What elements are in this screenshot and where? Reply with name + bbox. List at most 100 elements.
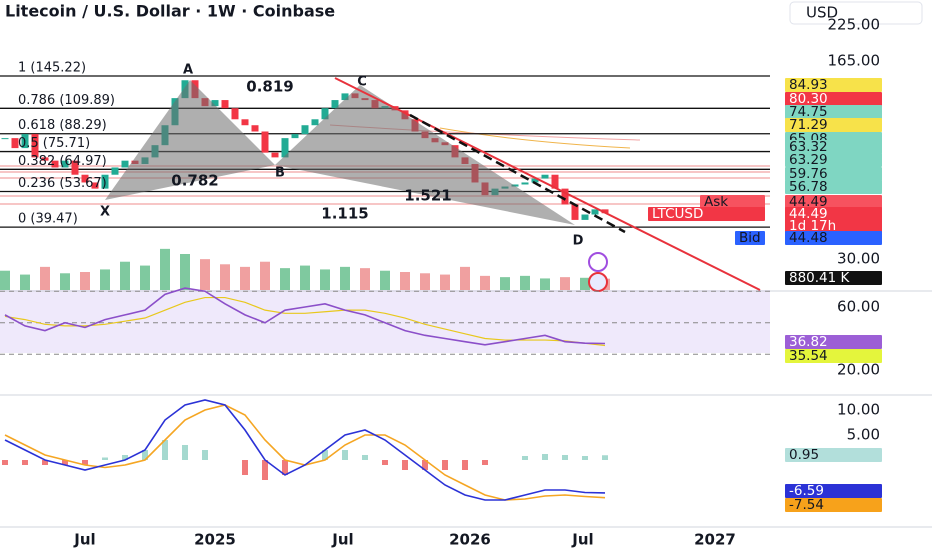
fib-label: 0.236 (53.67) — [18, 176, 107, 191]
price-axis-label: 30.00 — [837, 249, 880, 267]
macd-histogram-bar — [562, 455, 568, 460]
trend-line — [334, 77, 761, 291]
candle — [231, 108, 239, 120]
fib-label: 0.5 (75.71) — [18, 136, 90, 151]
price-tag-label: 56.78 — [789, 179, 828, 195]
fib-label: 0.618 (88.29) — [18, 118, 107, 133]
fib-label: 0 (39.47) — [18, 212, 78, 227]
candle — [31, 134, 39, 158]
macd-histogram-bar — [102, 457, 108, 460]
macd-histogram-bar — [62, 460, 68, 465]
volume-bar — [500, 277, 510, 290]
event-icon[interactable] — [588, 252, 608, 272]
price-tag-label: Bid — [739, 230, 761, 246]
currency[interactable]: USD — [806, 4, 838, 22]
price-tag — [648, 207, 765, 221]
macd-histogram-bar — [422, 460, 428, 470]
candle — [81, 174, 89, 183]
rsi-axis-label: 20.00 — [837, 361, 880, 379]
volume-bar — [120, 261, 130, 290]
fib-label: 0.382 (64.97) — [18, 154, 107, 169]
volume-bar — [560, 277, 570, 290]
macd-histogram-bar — [542, 454, 548, 460]
candle — [311, 119, 319, 126]
symbol-title: Litecoin / U.S. Dollar · 1W · Coinbase — [5, 2, 335, 21]
volume-bar — [300, 265, 310, 290]
pattern-ratio: 0.782 — [171, 172, 218, 190]
candle — [281, 138, 289, 158]
candle — [601, 209, 609, 214]
currency-button[interactable] — [789, 1, 923, 25]
candle — [551, 174, 559, 189]
volume-bar — [360, 268, 370, 290]
candle — [121, 160, 129, 168]
price-tag — [785, 78, 882, 92]
price-tag — [785, 271, 882, 285]
price-tag — [785, 92, 882, 106]
candle — [571, 204, 579, 220]
candle — [591, 209, 599, 215]
pattern-ratio: 1.521 — [404, 187, 451, 205]
volume-bar — [180, 254, 190, 290]
volume-bar — [460, 266, 470, 290]
volume-bar — [320, 269, 330, 290]
price-tag-label: 71.29 — [789, 117, 828, 133]
rsi-zone — [0, 290, 770, 353]
flag-icon[interactable] — [588, 272, 608, 292]
price-tag — [785, 105, 882, 119]
price-tag-label: 84.93 — [789, 77, 828, 93]
volume-bar — [520, 275, 530, 290]
price-tag-label: 880.41 K — [789, 270, 851, 286]
volume-bar — [60, 273, 70, 290]
price-tag — [700, 195, 765, 209]
price-tag — [785, 448, 882, 462]
macd-histogram-bar — [342, 450, 348, 460]
price-tag — [785, 219, 882, 233]
price-tag-label: 44.48 — [789, 230, 828, 246]
price-tag-label: -6.59 — [789, 483, 824, 499]
volume-bar — [420, 273, 430, 290]
time-axis-label: Jul — [571, 531, 593, 549]
candle — [91, 182, 99, 189]
volume-bar — [40, 266, 50, 290]
candle — [301, 125, 309, 135]
price-tag-label: LTCUSD — [652, 206, 703, 222]
macd-histogram-bar — [402, 460, 408, 470]
macd-histogram-bar — [362, 455, 368, 460]
volume-bar — [280, 268, 290, 290]
macd-histogram-bar — [602, 455, 608, 460]
volume-bar — [100, 269, 110, 290]
price-tag-label: Ask — [704, 194, 728, 210]
price-tag — [735, 231, 765, 245]
pattern-point: A — [183, 63, 193, 78]
macd-histogram-bar — [22, 460, 28, 465]
price-tag — [785, 498, 882, 512]
fib-label: 1 (145.22) — [18, 61, 86, 76]
candle — [111, 167, 119, 175]
price-tag — [785, 118, 882, 132]
volume-bar — [480, 275, 490, 290]
candle — [511, 184, 519, 187]
time-axis-label: 2025 — [194, 531, 236, 549]
macd-line — [4, 399, 606, 501]
harmonic-bcd — [275, 85, 575, 225]
macd-histogram-bar — [282, 460, 288, 475]
volume-bar — [260, 261, 270, 290]
price-tag-label: -7.54 — [789, 497, 824, 513]
candle — [321, 108, 329, 120]
price-axis-label: 225.00 — [828, 16, 881, 34]
volume-bar — [220, 264, 230, 290]
macd-axis-label: 10.00 — [837, 401, 880, 419]
candle — [221, 100, 229, 109]
candle — [101, 174, 109, 189]
fib-label: 0.786 (109.89) — [18, 93, 115, 108]
time-axis-label: Jul — [73, 531, 95, 549]
price-tag-label: 63.32 — [789, 139, 828, 155]
macd-histogram-bar — [162, 440, 168, 460]
candle — [261, 131, 269, 153]
candle — [71, 160, 79, 175]
candle — [341, 93, 349, 101]
macd-signal-line — [4, 404, 606, 501]
